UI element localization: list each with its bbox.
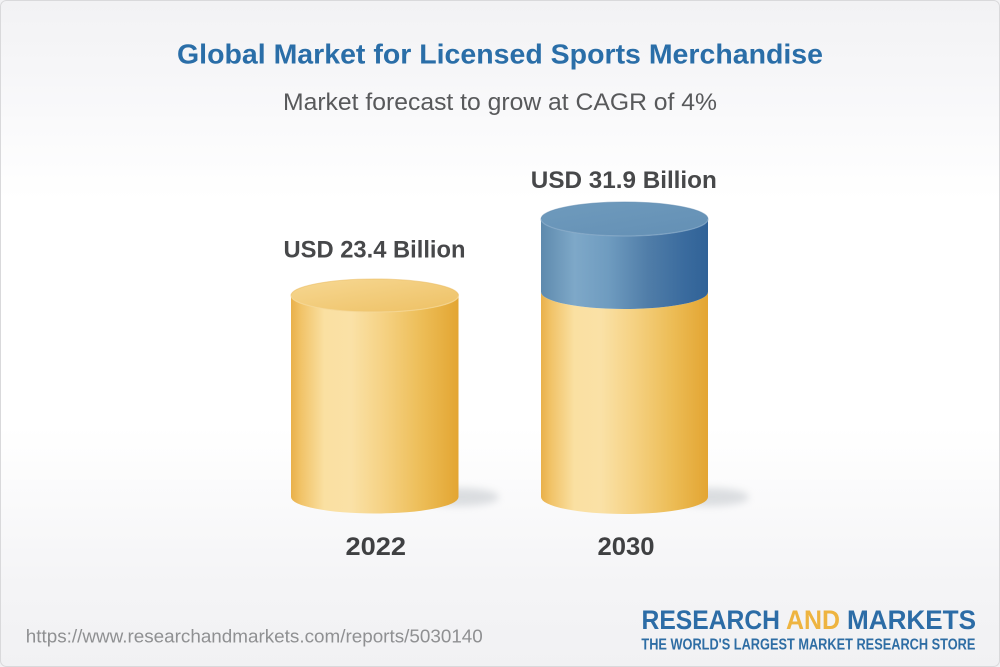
svg-text:THE WORLD'S LARGEST MARKET RES: THE WORLD'S LARGEST MARKET RESEARCH STOR… [641, 637, 975, 654]
svg-text:AND: AND [786, 605, 840, 635]
svg-text:USD 23.4 Billion: USD 23.4 Billion [284, 237, 466, 264]
svg-text:https://www.researchandmarkets: https://www.researchandmarkets.com/repor… [26, 626, 483, 646]
svg-text:Market forecast to grow at CAG: Market forecast to grow at CAGR of 4% [283, 89, 717, 116]
svg-text:RESEARCH: RESEARCH [642, 605, 781, 635]
svg-text:MARKETS: MARKETS [847, 605, 976, 635]
svg-text:Global Market for Licensed Spo: Global Market for Licensed Sports Mercha… [177, 39, 823, 70]
svg-text:2030: 2030 [598, 533, 655, 561]
svg-text:2022: 2022 [346, 533, 407, 561]
svg-text:USD 31.9 Billion: USD 31.9 Billion [531, 167, 717, 194]
